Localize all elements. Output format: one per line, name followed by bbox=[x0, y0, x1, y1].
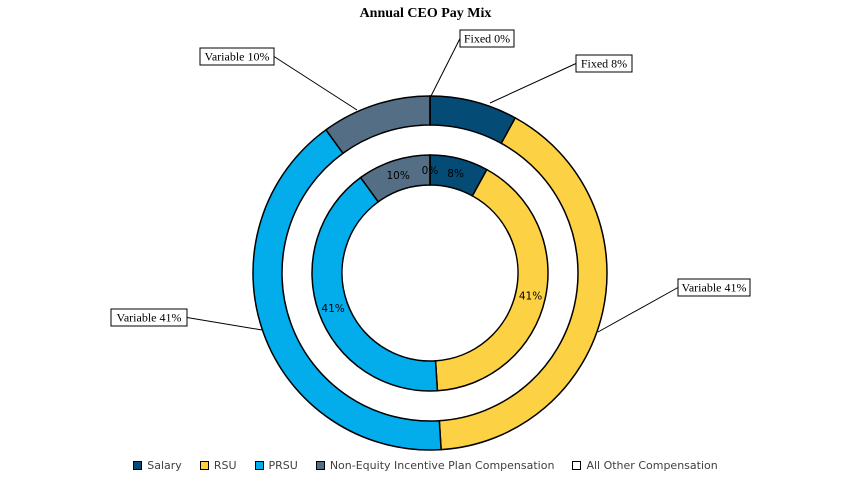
legend: Salary RSU PRSU Non-Equity Incentive Plan C… bbox=[0, 459, 851, 472]
callout-leader-line bbox=[186, 317, 263, 331]
inner-data-label: 41% bbox=[321, 303, 344, 315]
outer-data-label: Fixed 8% bbox=[581, 57, 627, 71]
legend-label: All Other Compensation bbox=[586, 459, 718, 472]
outer-data-label: Fixed 0% bbox=[464, 32, 510, 46]
chart-title: Annual CEO Pay Mix bbox=[359, 6, 492, 21]
legend-label: Non-Equity Incentive Plan Compensation bbox=[329, 459, 555, 472]
inner-data-label: 41% bbox=[519, 290, 542, 302]
inner-data-label: 0% bbox=[422, 165, 439, 177]
inner-data-label: 8% bbox=[447, 168, 464, 180]
callout-leader-line bbox=[597, 287, 679, 333]
legend-item: Salary bbox=[133, 459, 182, 472]
legend-swatch bbox=[133, 461, 143, 470]
callout-leader-line bbox=[430, 38, 461, 97]
legend-swatch bbox=[572, 461, 582, 470]
callout-box bbox=[110, 308, 188, 327]
legend-swatch bbox=[254, 461, 264, 470]
callout-box bbox=[459, 29, 515, 48]
inner-slice-rsu bbox=[434, 168, 549, 392]
legend-swatch bbox=[199, 461, 209, 470]
legend-label: Salary bbox=[147, 459, 182, 472]
inner-slice-prsu bbox=[311, 176, 439, 392]
outer-slice-salary bbox=[429, 95, 517, 145]
inner-data-label: 10% bbox=[386, 170, 409, 182]
legend-swatch bbox=[315, 461, 325, 470]
callout-box bbox=[575, 54, 633, 73]
legend-item: RSU bbox=[199, 459, 237, 472]
legend-item: Non-Equity Incentive Plan Compensation bbox=[315, 459, 555, 472]
outer-data-label: Variable 41% bbox=[117, 311, 182, 325]
legend-label: PRSU bbox=[268, 459, 298, 472]
callout-box bbox=[677, 278, 751, 297]
outer-data-label: Variable 10% bbox=[205, 50, 270, 64]
legend-item: All Other Compensation bbox=[572, 459, 718, 472]
callout-box bbox=[199, 47, 275, 66]
outer-data-label: Variable 41% bbox=[682, 281, 747, 295]
legend-label: RSU bbox=[213, 459, 237, 472]
outer-slice-non-equity-incentive-plan-compensation bbox=[324, 95, 431, 155]
callout-leader-line bbox=[273, 56, 358, 111]
legend-item: PRSU bbox=[254, 459, 298, 472]
callout-leader-line bbox=[489, 63, 577, 104]
